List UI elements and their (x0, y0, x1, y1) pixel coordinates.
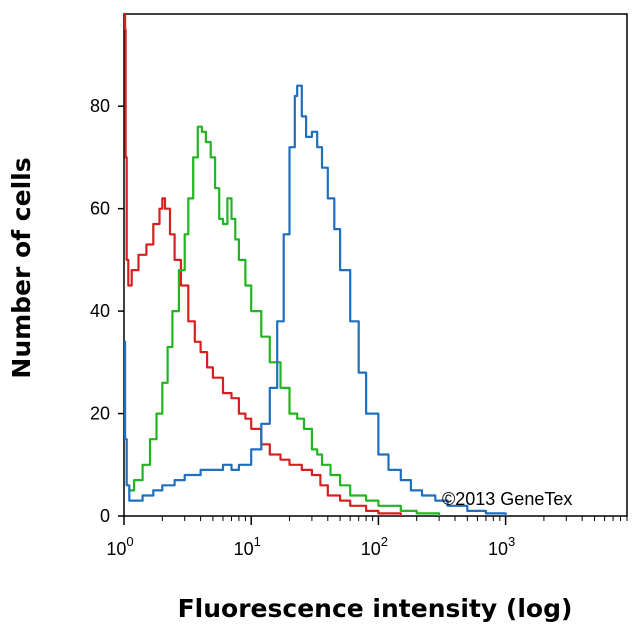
copyright-watermark: ©2013 GeneTex (442, 489, 572, 509)
y-tick-label: 0 (100, 506, 110, 526)
y-axis-title: Number of cells (7, 157, 36, 378)
plot-border (123, 13, 628, 517)
y-tick-label: 80 (90, 96, 110, 116)
x-axis-title: Fluorescence intensity (log) (178, 594, 573, 623)
y-tick-label: 20 (90, 404, 110, 424)
x-tick-label: 103 (488, 534, 515, 559)
x-tick-label: 102 (361, 534, 388, 559)
series-layer (124, 12, 507, 516)
y-tick-label: 60 (90, 199, 110, 219)
series-line-2 (129, 125, 441, 516)
y-tick-label: 40 (90, 301, 110, 321)
plot-frame (123, 13, 628, 517)
series-line-3 (124, 84, 507, 516)
series-line-1 (124, 12, 402, 516)
x-tick-label: 101 (234, 534, 261, 559)
x-tick-label: 100 (106, 534, 133, 559)
ticks-layer: 0 20 40 60 80 100 101 102 103 (90, 96, 628, 559)
